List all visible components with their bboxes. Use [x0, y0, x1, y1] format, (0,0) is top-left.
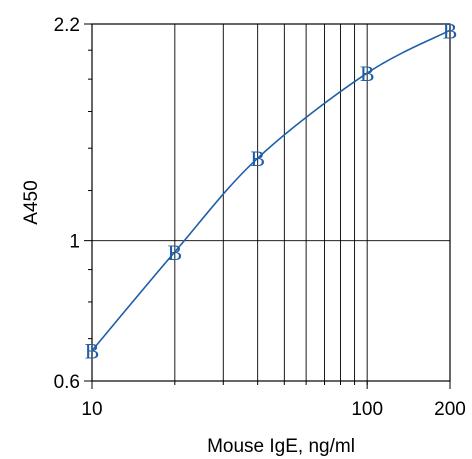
series-line: [91, 29, 451, 352]
y-tick-label: 1: [69, 232, 80, 253]
x-axis-label: Mouse IgE, ng/ml: [207, 436, 355, 457]
data-point-marker: B: [250, 146, 265, 171]
data-point-marker: B: [443, 18, 458, 43]
y-tick-label: 0.6: [54, 372, 80, 393]
y-tick-label: 2.2: [54, 15, 80, 36]
axis-ticks: [84, 23, 451, 389]
x-tick-label: 100: [351, 399, 383, 420]
x-tick-label: 10: [81, 399, 102, 420]
tick-labels: 10 100 200 0.6 1 2.2: [54, 15, 466, 420]
data-point-marker: B: [85, 339, 100, 364]
y-axis-label: A450: [21, 180, 42, 224]
data-point-marker: B: [360, 61, 375, 86]
data-points: B B B B B: [85, 18, 458, 363]
x-tick-label: 200: [434, 399, 466, 420]
plot-frame: [91, 23, 451, 382]
grid: [92, 24, 450, 381]
data-point-marker: B: [167, 240, 182, 265]
